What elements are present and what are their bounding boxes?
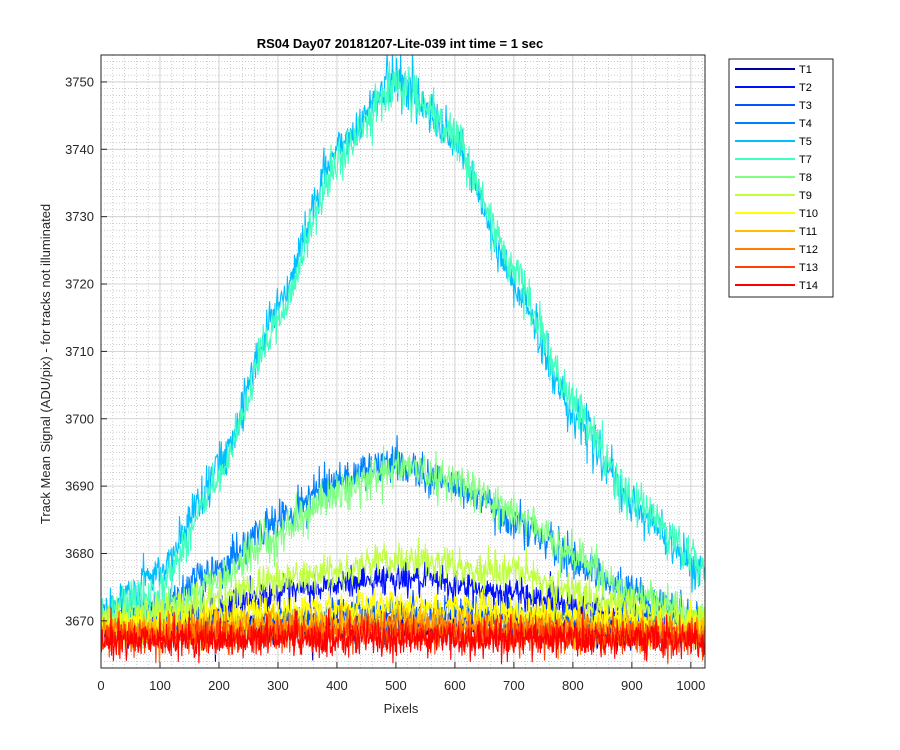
- legend: T1 T2 T3 T4 T5 T7 T8 T9 T10 T11 T12 T13 T14: [728, 58, 834, 298]
- y-tick-label: 3680: [65, 546, 94, 561]
- legend-label: T7: [799, 154, 812, 166]
- legend-label: T5: [799, 136, 812, 148]
- axis-ticks: 0 100 200 300 400 500 600 700 800 900 1000 3670 3680…: [65, 74, 705, 693]
- legend-label: T9: [799, 190, 812, 202]
- y-tick-label: 3700: [65, 411, 94, 426]
- grid: [100, 54, 705, 669]
- series-line-t4: [101, 435, 705, 636]
- y-tick-label: 3740: [65, 142, 94, 157]
- x-tick-label: 600: [444, 678, 466, 693]
- x-tick-label: 100: [149, 678, 171, 693]
- chart-title: RS04 Day07 20181207-Lite-039 int time = …: [257, 36, 544, 51]
- y-tick-label: 3670: [65, 613, 94, 628]
- series-line-t9: [101, 537, 705, 641]
- legend-label: T3: [799, 100, 812, 112]
- y-tick-label: 3690: [65, 479, 94, 494]
- x-tick-label: 0: [97, 678, 104, 693]
- y-tick-label: 3720: [65, 277, 94, 292]
- y-tick-label: 3730: [65, 209, 94, 224]
- x-tick-label: 400: [326, 678, 348, 693]
- plot-frame: [100, 54, 706, 669]
- x-tick-label: 700: [503, 678, 525, 693]
- legend-label: T4: [799, 118, 812, 130]
- legend-label: T8: [799, 172, 812, 184]
- x-axis-label: Pixels: [384, 701, 419, 716]
- x-tick-label: 200: [208, 678, 230, 693]
- series-line-t14: [101, 607, 705, 665]
- legend-label: T1: [799, 64, 812, 76]
- legend-label: T2: [799, 82, 812, 94]
- legend-label: T14: [799, 280, 818, 292]
- y-axis-label: Track Mean Signal (ADU/pix) - for tracks…: [38, 204, 53, 524]
- y-tick-label: 3750: [65, 74, 94, 89]
- x-tick-label: 1000: [676, 678, 705, 693]
- legend-label: T11: [799, 226, 817, 238]
- series-layer: [101, 55, 705, 665]
- legend-label: T10: [799, 208, 818, 220]
- x-tick-label: 500: [385, 678, 407, 693]
- x-tick-label: 900: [621, 678, 643, 693]
- legend-label: T12: [799, 244, 818, 256]
- y-tick-label: 3710: [65, 344, 94, 359]
- x-tick-label: 800: [562, 678, 584, 693]
- legend-label: T13: [799, 262, 818, 274]
- x-tick-label: 300: [267, 678, 289, 693]
- series-line-t7: [101, 61, 705, 635]
